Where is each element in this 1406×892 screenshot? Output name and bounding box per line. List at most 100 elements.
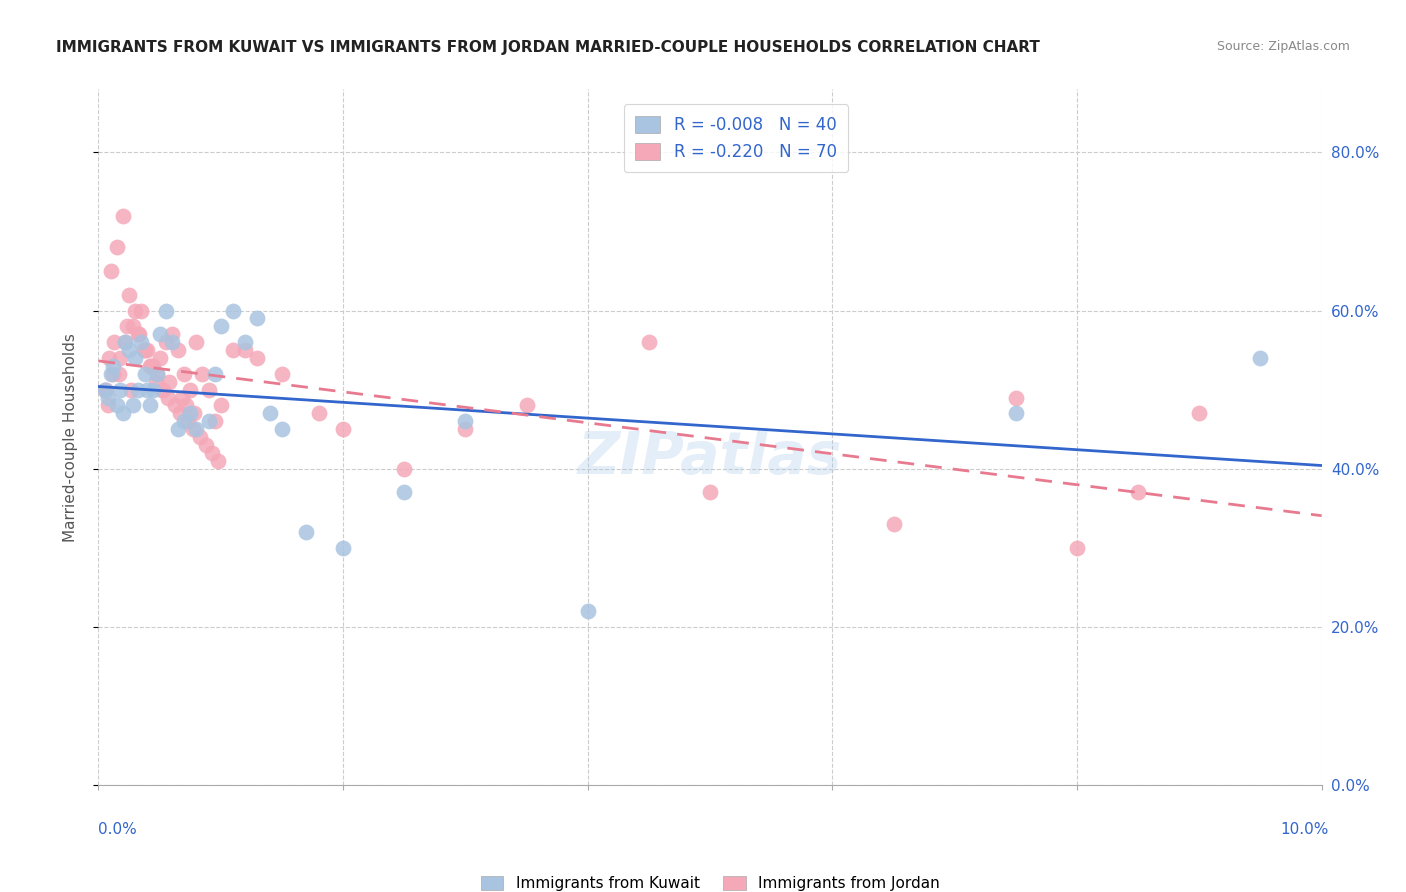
Point bbox=[173, 367, 195, 381]
Point bbox=[1128, 485, 1150, 500]
Point bbox=[110, 351, 132, 365]
Point bbox=[124, 303, 146, 318]
Point bbox=[883, 516, 905, 531]
Point bbox=[132, 343, 155, 357]
Point bbox=[270, 367, 294, 381]
Point bbox=[169, 406, 191, 420]
Point bbox=[128, 327, 150, 342]
Point bbox=[103, 335, 125, 350]
Point bbox=[129, 303, 152, 318]
Point bbox=[179, 406, 201, 420]
Point bbox=[129, 335, 152, 350]
Point bbox=[209, 319, 232, 334]
Point bbox=[134, 343, 156, 357]
Point bbox=[1004, 391, 1026, 405]
Point bbox=[152, 383, 174, 397]
Point bbox=[197, 414, 219, 428]
Point bbox=[142, 359, 165, 373]
Point bbox=[454, 422, 477, 436]
Point bbox=[101, 367, 124, 381]
Point bbox=[188, 430, 211, 444]
Point bbox=[576, 604, 599, 618]
Point bbox=[1066, 541, 1088, 555]
Point bbox=[165, 399, 187, 413]
Point bbox=[98, 351, 121, 365]
Point bbox=[149, 351, 172, 365]
Point bbox=[127, 383, 149, 397]
Point bbox=[134, 367, 156, 381]
Point bbox=[186, 422, 208, 436]
Point bbox=[121, 319, 143, 334]
Point bbox=[233, 343, 256, 357]
Point bbox=[97, 391, 120, 405]
Point bbox=[392, 485, 416, 500]
Point bbox=[222, 343, 245, 357]
Point bbox=[197, 383, 219, 397]
Point bbox=[115, 319, 138, 334]
Point bbox=[146, 367, 169, 381]
Point bbox=[233, 335, 256, 350]
Point bbox=[100, 367, 122, 381]
Point bbox=[139, 399, 162, 413]
Point bbox=[160, 327, 183, 342]
Y-axis label: Married-couple Households: Married-couple Households bbox=[63, 333, 77, 541]
Point bbox=[170, 391, 193, 405]
Point bbox=[246, 351, 269, 365]
Point bbox=[195, 438, 218, 452]
Point bbox=[139, 359, 162, 373]
Point bbox=[191, 367, 214, 381]
Point bbox=[308, 406, 330, 420]
Point bbox=[157, 375, 180, 389]
Point bbox=[167, 422, 190, 436]
Point bbox=[160, 335, 183, 350]
Point bbox=[97, 399, 120, 413]
Point bbox=[167, 343, 190, 357]
Point bbox=[142, 383, 165, 397]
Point bbox=[111, 406, 134, 420]
Point bbox=[114, 335, 136, 350]
Point bbox=[101, 359, 124, 373]
Text: 0.0%: 0.0% bbox=[98, 822, 138, 837]
Point bbox=[270, 422, 294, 436]
Point bbox=[100, 264, 122, 278]
Point bbox=[209, 399, 232, 413]
Point bbox=[454, 414, 477, 428]
Point bbox=[146, 367, 169, 381]
Point bbox=[186, 335, 208, 350]
Point bbox=[139, 359, 162, 373]
Point bbox=[136, 383, 159, 397]
Point bbox=[118, 287, 141, 301]
Point bbox=[118, 343, 141, 357]
Point bbox=[93, 383, 115, 397]
Point bbox=[105, 240, 128, 254]
Point bbox=[179, 383, 201, 397]
Point bbox=[699, 485, 721, 500]
Point bbox=[150, 383, 173, 397]
Text: 10.0%: 10.0% bbox=[1281, 822, 1329, 837]
Point bbox=[114, 335, 136, 350]
Point bbox=[181, 422, 204, 436]
Point bbox=[392, 461, 416, 475]
Point bbox=[516, 399, 538, 413]
Point bbox=[93, 383, 115, 397]
Point bbox=[120, 383, 142, 397]
Point bbox=[177, 414, 200, 428]
Text: Source: ZipAtlas.com: Source: ZipAtlas.com bbox=[1216, 40, 1350, 54]
Point bbox=[157, 391, 180, 405]
Point bbox=[201, 446, 224, 460]
Point bbox=[127, 327, 149, 342]
Point bbox=[155, 303, 177, 318]
Point bbox=[110, 383, 132, 397]
Text: ZIPatlas: ZIPatlas bbox=[578, 429, 842, 486]
Point bbox=[94, 383, 117, 397]
Point bbox=[121, 399, 143, 413]
Point bbox=[207, 454, 229, 468]
Point bbox=[332, 422, 354, 436]
Point bbox=[246, 311, 269, 326]
Point bbox=[204, 414, 226, 428]
Point bbox=[108, 367, 131, 381]
Point bbox=[145, 375, 167, 389]
Point bbox=[1004, 406, 1026, 420]
Point bbox=[222, 303, 245, 318]
Point bbox=[204, 367, 226, 381]
